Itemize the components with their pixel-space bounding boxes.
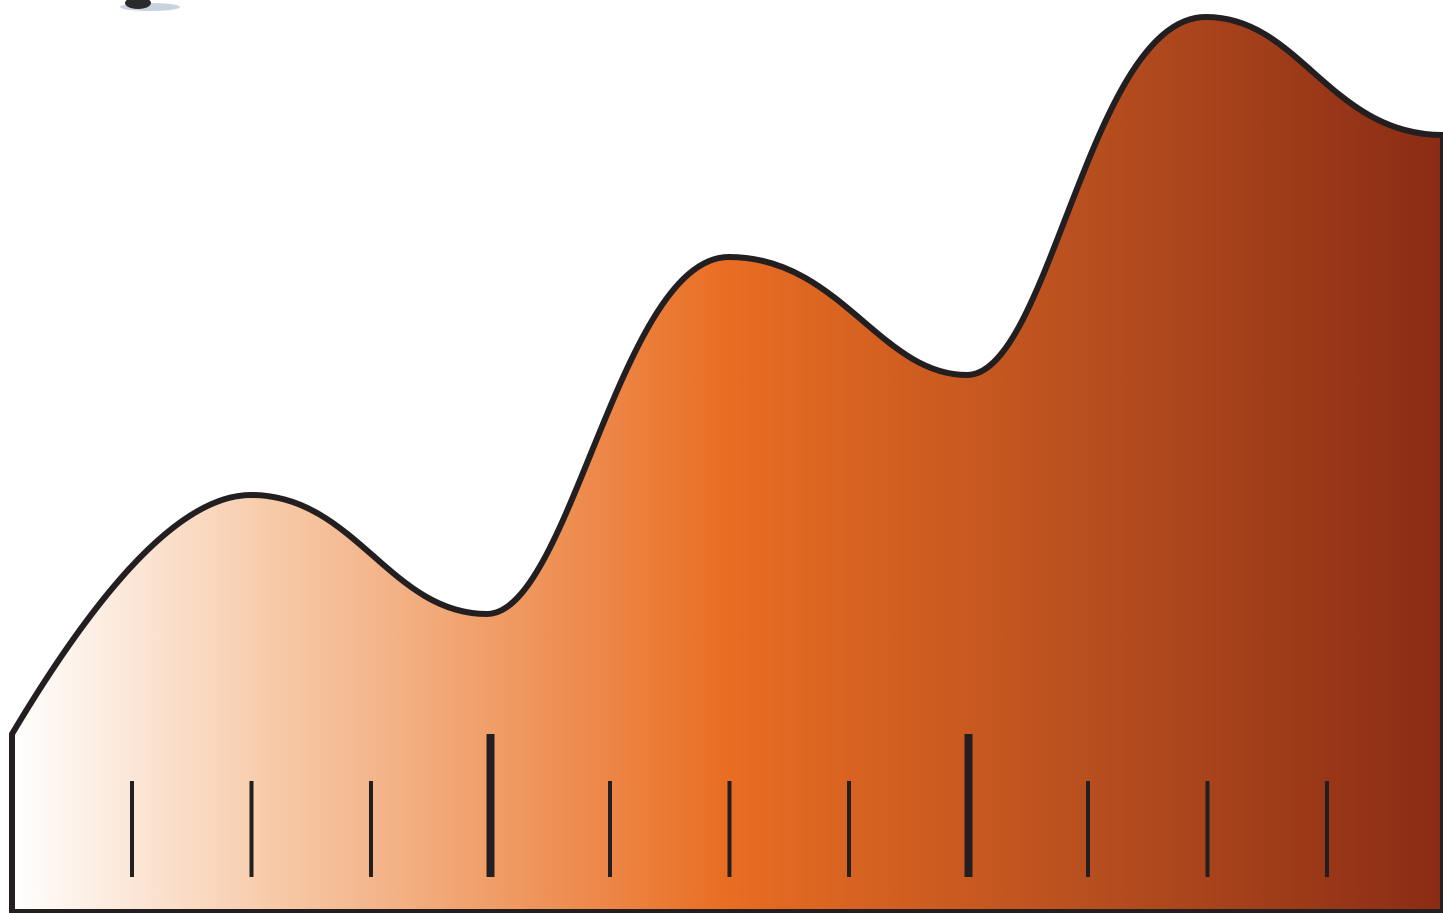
- corner-blot: [120, 0, 180, 11]
- corner-blot-mark: [125, 0, 151, 9]
- ruler-ticks: [130, 734, 1329, 877]
- gradient-wave-shape: [9, 14, 1443, 913]
